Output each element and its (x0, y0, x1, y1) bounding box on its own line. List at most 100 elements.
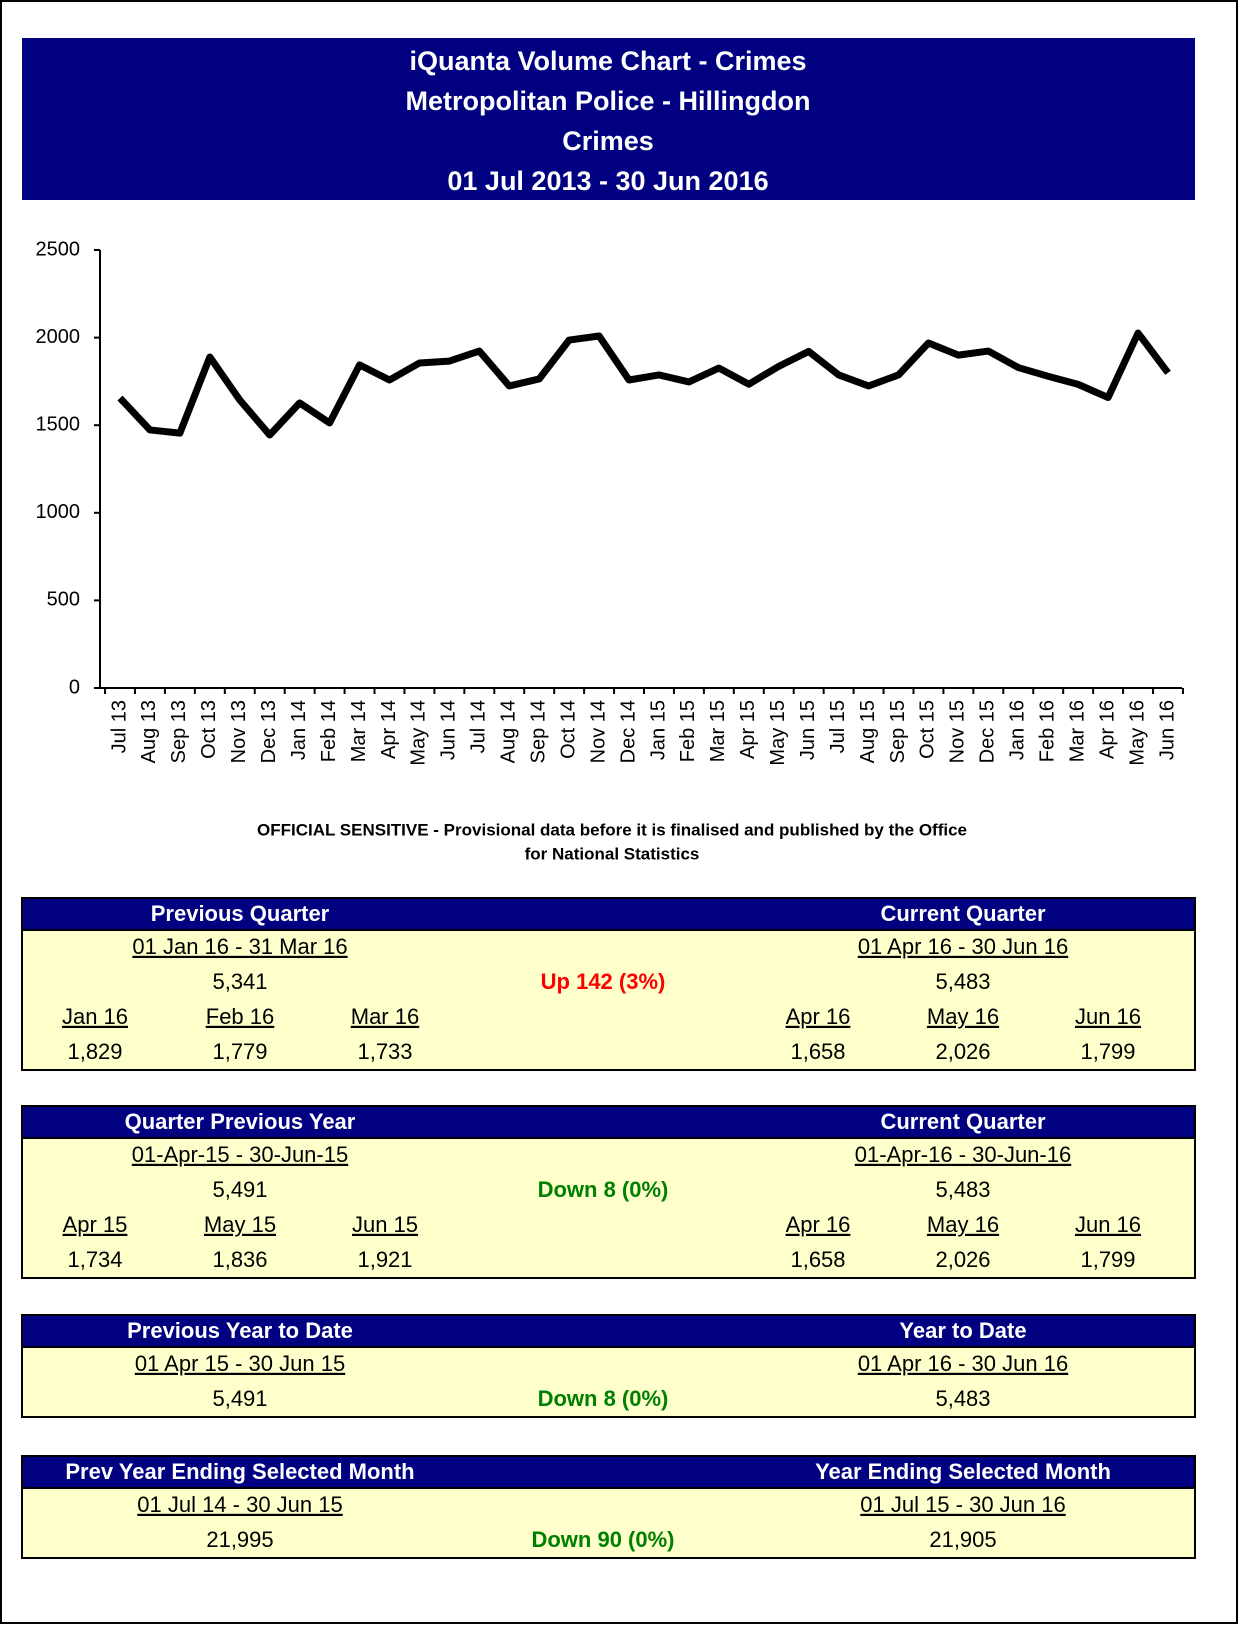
left-total: 5,491 (212, 1386, 267, 1411)
chart-title: iQuanta Volume Chart - Crimes (409, 46, 806, 76)
right-total: 5,483 (935, 969, 990, 994)
left-period: 01 Apr 15 - 30 Jun 15 (135, 1351, 345, 1376)
month-label: Apr 16 (786, 1004, 851, 1029)
month-value: 2,026 (935, 1247, 990, 1272)
x-tick-label: Aug 13 (138, 700, 160, 763)
chart-note: for National Statistics (525, 844, 700, 863)
x-tick-label: Jun 15 (797, 700, 819, 760)
x-tick-label: Oct 13 (198, 700, 220, 759)
left-period: 01 Jul 14 - 30 Jun 15 (137, 1492, 342, 1517)
x-tick-label: Jul 14 (468, 700, 490, 753)
left-total: 5,341 (212, 969, 267, 994)
chart-title: 01 Jul 2013 - 30 Jun 2016 (447, 166, 768, 196)
x-tick-label: Feb 14 (318, 700, 340, 762)
month-value: 1,921 (357, 1247, 412, 1272)
x-tick-label: Dec 15 (977, 700, 999, 763)
y-tick-label: 2000 (36, 326, 81, 348)
x-tick-label: Jun 14 (438, 700, 460, 760)
change: Down 90 (0%) (531, 1527, 674, 1552)
right-total: 21,905 (929, 1527, 996, 1552)
right-period: 01 Apr 16 - 30 Jun 16 (858, 934, 1068, 959)
x-tick-label: Sep 14 (527, 700, 549, 763)
change: Down 8 (0%) (538, 1177, 669, 1202)
x-tick-label: May 15 (767, 700, 789, 766)
month-value: 1,829 (67, 1039, 122, 1064)
month-label: Apr 16 (786, 1212, 851, 1237)
right-period: 01-Apr-16 - 30-Jun-16 (855, 1142, 1071, 1167)
left-header: Quarter Previous Year (125, 1109, 356, 1134)
left-header: Previous Quarter (151, 901, 330, 926)
y-tick-label: 1500 (36, 413, 81, 435)
x-tick-label: Oct 14 (557, 700, 579, 759)
x-tick-label: Mar 16 (1066, 700, 1088, 762)
x-tick-label: Nov 14 (587, 700, 609, 763)
change: Down 8 (0%) (538, 1386, 669, 1411)
right-header: Current Quarter (880, 1109, 1045, 1134)
y-tick-label: 500 (47, 589, 80, 611)
x-tick-label: Apr 16 (1096, 700, 1118, 759)
x-tick-label: Jan 16 (1007, 700, 1029, 760)
x-tick-label: Jan 14 (288, 700, 310, 760)
panel-header (21, 897, 1196, 931)
x-tick-label: Aug 14 (498, 700, 520, 763)
x-tick-label: Nov 13 (228, 700, 250, 763)
change: Up 142 (3%) (541, 969, 666, 994)
month-value: 1,658 (790, 1247, 845, 1272)
right-total: 5,483 (935, 1386, 990, 1411)
x-tick-label: May 14 (408, 700, 430, 766)
x-tick-label: Sep 15 (887, 700, 909, 763)
month-label: Jun 16 (1075, 1212, 1141, 1237)
left-total: 5,491 (212, 1177, 267, 1202)
month-label: Jan 16 (62, 1004, 128, 1029)
right-header: Current Quarter (880, 901, 1045, 926)
month-value: 1,734 (67, 1247, 122, 1272)
month-value: 1,799 (1080, 1039, 1135, 1064)
panel-header (21, 1105, 1196, 1139)
x-tick-label: Aug 15 (857, 700, 879, 763)
data-line (117, 329, 1171, 439)
month-label: May 16 (927, 1004, 999, 1029)
chart-note: OFFICIAL SENSITIVE - Provisional data be… (257, 820, 967, 839)
x-tick-label: Jul 13 (108, 700, 130, 753)
month-label: Jun 16 (1075, 1004, 1141, 1029)
month-value: 1,799 (1080, 1247, 1135, 1272)
right-header: Year Ending Selected Month (815, 1459, 1111, 1484)
x-tick-label: Dec 13 (258, 700, 280, 763)
x-tick-label: Apr 14 (378, 700, 400, 759)
right-period: 01 Apr 16 - 30 Jun 16 (858, 1351, 1068, 1376)
x-tick-label: Feb 16 (1037, 700, 1059, 762)
right-period: 01 Jul 15 - 30 Jun 16 (860, 1492, 1065, 1517)
right-header: Year to Date (899, 1318, 1026, 1343)
left-period: 01 Jan 16 - 31 Mar 16 (132, 934, 347, 959)
month-value: 1,733 (357, 1039, 412, 1064)
y-tick-label: 1000 (36, 501, 81, 523)
x-tick-label: Sep 13 (168, 700, 190, 763)
x-tick-label: Dec 14 (617, 700, 639, 763)
month-label: Apr 15 (63, 1212, 128, 1237)
x-tick-label: Jul 15 (827, 700, 849, 753)
x-tick-label: May 16 (1126, 700, 1148, 766)
left-header: Previous Year to Date (127, 1318, 353, 1343)
y-tick-label: 0 (69, 676, 80, 698)
month-value: 2,026 (935, 1039, 990, 1064)
x-tick-label: Jan 15 (647, 700, 669, 760)
y-tick-label: 2500 (36, 238, 81, 260)
right-total: 5,483 (935, 1177, 990, 1202)
left-total: 21,995 (206, 1527, 273, 1552)
x-tick-label: Feb 15 (677, 700, 699, 762)
chart-title: Crimes (562, 126, 654, 156)
x-tick-label: Jun 16 (1156, 700, 1178, 760)
x-tick-label: Nov 15 (947, 700, 969, 763)
month-value: 1,658 (790, 1039, 845, 1064)
x-tick-label: Mar 15 (707, 700, 729, 762)
title-box (22, 38, 1195, 200)
panel-header (21, 1314, 1196, 1348)
left-header: Prev Year Ending Selected Month (65, 1459, 414, 1484)
x-tick-label: Mar 14 (348, 700, 370, 762)
chart-title: Metropolitan Police - Hillingdon (406, 86, 811, 116)
month-label: Jun 15 (352, 1212, 418, 1237)
x-tick-label: Oct 15 (917, 700, 939, 759)
month-value: 1,779 (212, 1039, 267, 1064)
